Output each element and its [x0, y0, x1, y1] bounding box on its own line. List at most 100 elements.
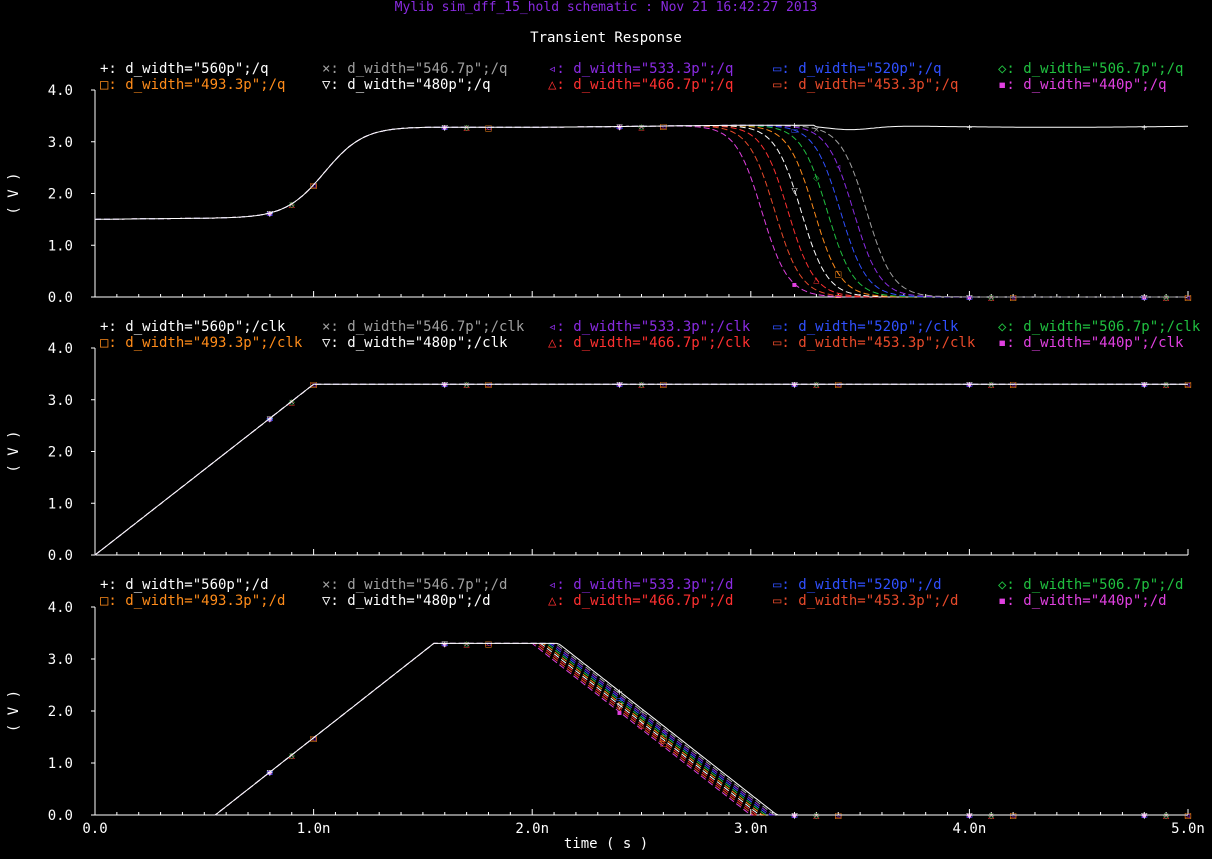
legend-entry: ▪: d_width="440p";/d [998, 593, 1167, 609]
series-marker: ▭ [660, 122, 668, 131]
y-tick-label: 3.0 [48, 393, 73, 409]
series-marker: + [267, 414, 274, 423]
series-marker: ▭ [834, 380, 842, 389]
series-marker: ▽ [791, 380, 798, 389]
y-tick-label: 1.0 [48, 238, 73, 254]
legend-entry: +: d_width="560p";/d [100, 577, 269, 593]
series-marker: △ [464, 123, 471, 132]
series-line [94, 383, 1188, 556]
series-marker: △ [464, 380, 471, 389]
series-marker: ◇ [464, 123, 471, 132]
series-marker: ▪ [792, 380, 797, 389]
series-marker: ◃ [1186, 380, 1190, 389]
series-marker: □ [485, 380, 493, 389]
series-line [95, 642, 1188, 816]
series-marker: ▽ [791, 186, 798, 195]
legend-entry: ▭: d_width="520p";/clk [773, 319, 959, 335]
series-line [94, 383, 1188, 556]
series-marker: ▭ [616, 694, 624, 703]
legend-entry: ◇: d_width="506.7p";/clk [998, 319, 1201, 335]
series-line [94, 124, 1188, 220]
series-marker: ◇ [638, 714, 645, 723]
legend-entry: □: d_width="493.3p";/q [100, 77, 285, 93]
y-axis-label: ( V ) [6, 690, 22, 732]
panel-q: 0.0 1.0 2.0 3.0 4.0 ( V ) +: d_width="560p";/q… [6, 61, 1192, 306]
x-tick-label: 3.0n [734, 821, 768, 837]
series-marker: ▽ [966, 293, 973, 302]
legend-entry: □: d_width="493.3p";/clk [100, 335, 303, 351]
series-marker: + [966, 123, 973, 132]
legend-entry: ◇: d_width="506.7p";/d [998, 577, 1183, 593]
series-marker: ▽ [617, 701, 624, 710]
series-marker: ▭ [441, 380, 449, 389]
series-marker: + [441, 639, 448, 648]
legend-entry: ×: d_width="546.7p";/d [322, 577, 507, 593]
series-marker: + [616, 123, 623, 132]
panel-d: 0.0 1.0 2.0 3.0 4.0 ( V ) +: d_width="560p";/d… [6, 577, 1205, 837]
series-marker: × [1163, 380, 1170, 389]
legend-entry: ▭: d_width="453.3p";/d [773, 593, 958, 609]
legend-entry: ▪: d_width="440p";/q [998, 77, 1167, 93]
legend-entry: ◃: d_width="533.3p";/d [548, 577, 733, 593]
series-marker: ▪ [617, 380, 622, 389]
series-marker: ◇ [1163, 380, 1170, 389]
series-marker: △ [988, 380, 995, 389]
x-tick-label: 0.0 [82, 821, 107, 837]
series-marker: × [1163, 293, 1170, 302]
series-marker: ◇ [638, 380, 645, 389]
series-marker: + [966, 811, 973, 820]
series-line [94, 383, 1188, 556]
series-line [94, 383, 1188, 556]
legend-entry: △: d_width="466.7p";/q [548, 77, 733, 93]
legend-entry: ▭: d_width="453.3p";/q [773, 77, 958, 93]
series-marker: ◇ [988, 380, 995, 389]
legend-entry: △: d_width="466.7p";/d [548, 593, 733, 609]
y-tick-label: 0.0 [48, 808, 73, 824]
series-marker: ▭ [1009, 380, 1017, 389]
series-marker: + [441, 123, 448, 132]
series-line [94, 124, 1188, 298]
series-marker: ▽ [1141, 380, 1148, 389]
series-line [94, 125, 1188, 298]
panel-clk: 0.0 1.0 2.0 3.0 4.0 ( V ) +: d_width="560p";/c… [6, 319, 1201, 564]
series-marker: □ [660, 122, 668, 131]
series-marker: ▭ [966, 293, 974, 302]
series-marker: ▽ [442, 123, 449, 132]
legend-entry: ◇: d_width="506.7p";/q [998, 61, 1183, 77]
series-marker: □ [834, 380, 842, 389]
y-tick-label: 4.0 [48, 600, 73, 616]
series-marker: × [463, 123, 470, 132]
series-line [94, 383, 1188, 556]
series-marker: ◇ [813, 380, 820, 389]
series-marker: △ [813, 275, 820, 284]
series-marker: ▽ [617, 123, 624, 132]
y-tick-label: 3.0 [48, 652, 73, 668]
series-marker: ◃ [486, 380, 490, 389]
x-tick-label: 1.0n [297, 821, 331, 837]
series-marker: ▭ [660, 380, 668, 389]
series-marker: + [791, 811, 798, 820]
series-marker: ▪ [967, 293, 972, 302]
series-marker: △ [813, 380, 820, 389]
y-tick-label: 2.0 [48, 187, 73, 203]
y-tick-label: 4.0 [48, 341, 73, 357]
series-marker: ▪ [442, 123, 447, 132]
series-marker: ▭ [616, 123, 624, 132]
series-marker: ▪ [617, 708, 622, 717]
series-line [94, 383, 1188, 556]
legend-entry: △: d_width="466.7p";/clk [548, 335, 751, 351]
series-marker: △ [289, 751, 296, 760]
series-marker: ▭ [1140, 380, 1148, 389]
series-marker: ◃ [836, 380, 840, 389]
series-marker: + [791, 121, 798, 130]
plot-title: Transient Response [530, 30, 682, 46]
series-marker: ▭ [966, 380, 974, 389]
legend-entry: ▭: d_width="520p";/q [773, 61, 942, 77]
series-marker: ▪ [442, 380, 447, 389]
x-tick-label: 5.0n [1171, 821, 1205, 837]
series-line [94, 125, 1188, 298]
series-marker: ▭ [834, 292, 842, 301]
series-line [94, 383, 1188, 556]
series-marker: + [1141, 811, 1148, 820]
